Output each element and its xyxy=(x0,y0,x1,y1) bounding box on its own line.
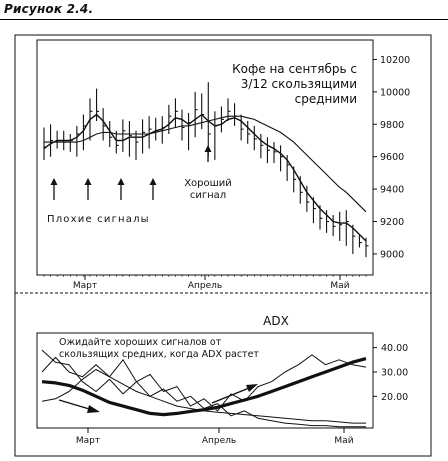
price-tick-label: 9400 xyxy=(380,185,404,196)
price-bar xyxy=(168,104,172,134)
price-bar xyxy=(109,121,113,147)
figure-frame xyxy=(14,34,432,457)
price-bar xyxy=(174,98,178,128)
adx-series-line-di xyxy=(41,354,367,412)
price-tick-label: 10000 xyxy=(380,87,410,98)
price-bar xyxy=(201,93,205,130)
adx-axis: 20.00 30.00 40.00 xyxy=(373,343,408,403)
arrow-right-icon xyxy=(58,399,100,413)
adx-lines xyxy=(41,349,367,428)
adx-tick-label: 20.00 xyxy=(381,392,408,403)
price-bar xyxy=(273,142,277,164)
price-bar xyxy=(155,117,159,141)
price-bar xyxy=(50,124,54,157)
price-bar xyxy=(352,224,356,254)
price-bar xyxy=(280,145,284,172)
price-chart: 9000 9200 9400 9600 9800 10000 10200 Март Апрел… xyxy=(36,39,410,291)
arrow-right-icon xyxy=(211,384,258,404)
figure-caption: Рисунок 2.4. xyxy=(4,2,94,16)
price-bar xyxy=(102,108,106,141)
price-bar xyxy=(260,134,264,159)
good-signal-label-line-2: сигнал xyxy=(190,190,226,201)
adx-chart: 20.00 30.00 40.00 Март Апрель Май ADX Ожидай… xyxy=(36,314,408,446)
price-bar xyxy=(332,215,336,237)
price-bar xyxy=(358,234,362,248)
arrow-up-icon xyxy=(84,178,92,200)
adx-plot-area xyxy=(36,332,374,429)
arrow-up-icon xyxy=(149,178,157,200)
price-bar xyxy=(69,134,73,152)
price-bar xyxy=(194,91,198,138)
price-bar xyxy=(96,88,100,122)
price-bar xyxy=(253,125,257,151)
price-bar xyxy=(188,112,192,151)
price-tick-label: 9000 xyxy=(380,249,404,260)
price-bar xyxy=(142,119,146,154)
price-bar xyxy=(43,127,47,160)
adx-series-line-adx xyxy=(41,357,367,417)
price-bar xyxy=(306,185,310,212)
price-tick-label: 9800 xyxy=(380,120,404,131)
price-bar xyxy=(339,211,343,241)
price-bar xyxy=(240,114,244,141)
adx-x-tick-label: Март xyxy=(76,436,100,446)
price-bar xyxy=(247,121,251,144)
price-bar xyxy=(82,114,86,151)
price-axis: 9000 9200 9400 9600 9800 10000 10200 xyxy=(373,55,410,260)
price-chart-title-line-3: средними xyxy=(295,92,357,106)
adx-time-axis: Март Апрель Май xyxy=(76,428,354,446)
price-bar xyxy=(345,210,349,246)
adx-x-tick-label: Апрель xyxy=(202,436,236,446)
moving-average-12-line xyxy=(44,115,367,213)
caption-divider xyxy=(0,19,448,20)
arrow-up-icon xyxy=(50,178,58,200)
price-chart-title-line-2: 3/12 скользящими xyxy=(241,77,357,91)
price-x-tick-label: Апрель xyxy=(188,281,222,291)
price-tick-label: 9200 xyxy=(380,217,404,228)
arrow-up-icon xyxy=(204,145,212,162)
adx-note-line-2: скользящих средних, когда ADX растет xyxy=(59,349,259,360)
price-bar xyxy=(227,98,231,122)
bad-signals-label: Плохие сигналы xyxy=(47,214,150,225)
adx-title: ADX xyxy=(263,314,289,328)
adx-tick-label: 30.00 xyxy=(381,367,408,378)
adx-series-line-di xyxy=(41,349,366,428)
good-signal-label-line-1: Хороший xyxy=(184,178,232,189)
price-bar xyxy=(122,119,126,152)
price-bar xyxy=(266,137,270,164)
price-bar xyxy=(76,125,80,157)
price-bar xyxy=(365,237,369,258)
price-bar xyxy=(234,103,238,126)
adx-x-tick-label: Май xyxy=(334,436,353,446)
price-time-axis: Март Апрель Май xyxy=(43,275,367,291)
price-bar xyxy=(326,210,330,233)
price-tick-label: 9600 xyxy=(380,152,404,163)
price-bars xyxy=(43,82,369,258)
adx-note-line-1: Ожидайте хороших сигналов от xyxy=(59,337,222,348)
price-bar xyxy=(220,106,224,133)
arrow-up-icon xyxy=(117,178,125,200)
price-bar xyxy=(128,121,132,157)
price-bar xyxy=(135,130,139,160)
price-bar xyxy=(148,116,152,149)
price-chart-title-line-1: Кофе на сентябрь с xyxy=(232,62,357,76)
adx-tick-label: 40.00 xyxy=(381,343,408,354)
price-bar xyxy=(207,82,211,157)
price-bar xyxy=(286,155,290,181)
price-x-tick-label: Май xyxy=(330,281,349,291)
price-x-tick-label: Март xyxy=(73,281,97,291)
price-bar xyxy=(56,130,60,149)
moving-average-3-line xyxy=(43,113,367,242)
price-tick-label: 10200 xyxy=(380,55,410,66)
bad-signal-arrows xyxy=(50,178,157,200)
price-bar xyxy=(181,109,185,141)
adx-series-line-di3 xyxy=(41,369,366,424)
